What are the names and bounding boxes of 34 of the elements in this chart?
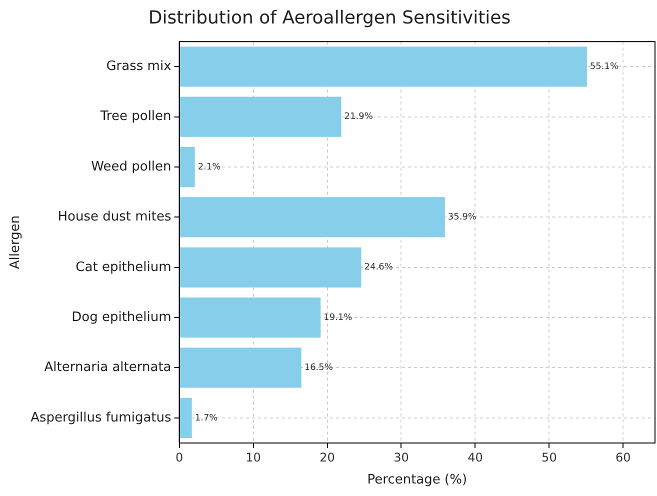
- y-tick-label: Dog epithelium: [72, 310, 172, 325]
- y-tick-label: Alternaria alternata: [44, 360, 172, 376]
- data-label: 24.6%: [364, 262, 394, 273]
- data-label: 19.1%: [324, 312, 353, 323]
- x-tick-label: 10: [246, 450, 261, 464]
- x-tick-label: 40: [468, 450, 483, 464]
- y-tick-label: Weed pollen: [91, 159, 172, 174]
- bar: [180, 197, 445, 238]
- bar: [180, 398, 192, 438]
- x-tick-label: 50: [542, 450, 557, 464]
- bar: [180, 297, 321, 338]
- bar: [180, 46, 587, 87]
- x-tick-label: 0: [175, 450, 184, 464]
- y-tick-label: Aspergillus fumigatus: [30, 410, 172, 426]
- data-label: 2.1%: [198, 162, 222, 172]
- y-tick-label: Tree pollen: [99, 109, 172, 124]
- x-axis-title: Percentage (%): [367, 472, 468, 488]
- bar: [180, 146, 195, 188]
- x-tick-label: 30: [394, 450, 409, 464]
- x-tick-label: 20: [320, 450, 335, 464]
- y-axis-title: Allergen: [8, 215, 24, 270]
- y-tick-label: Grass mix: [106, 59, 172, 74]
- data-label: 35.9%: [448, 212, 477, 223]
- bar: [180, 348, 302, 388]
- y-tick-label: House dust mites: [58, 210, 172, 225]
- bar: [180, 96, 342, 137]
- data-label: 1.7%: [194, 413, 218, 424]
- y-tick-label: Cat epithelium: [76, 260, 172, 275]
- data-label: 55.1%: [590, 62, 619, 72]
- bar: [180, 247, 362, 288]
- x-tick-label: 60: [616, 450, 631, 464]
- chart-title: Distribution of Aeroallergen Sensitivities: [148, 7, 511, 28]
- data-label: 16.5%: [304, 363, 334, 374]
- data-label: 21.9%: [344, 112, 374, 122]
